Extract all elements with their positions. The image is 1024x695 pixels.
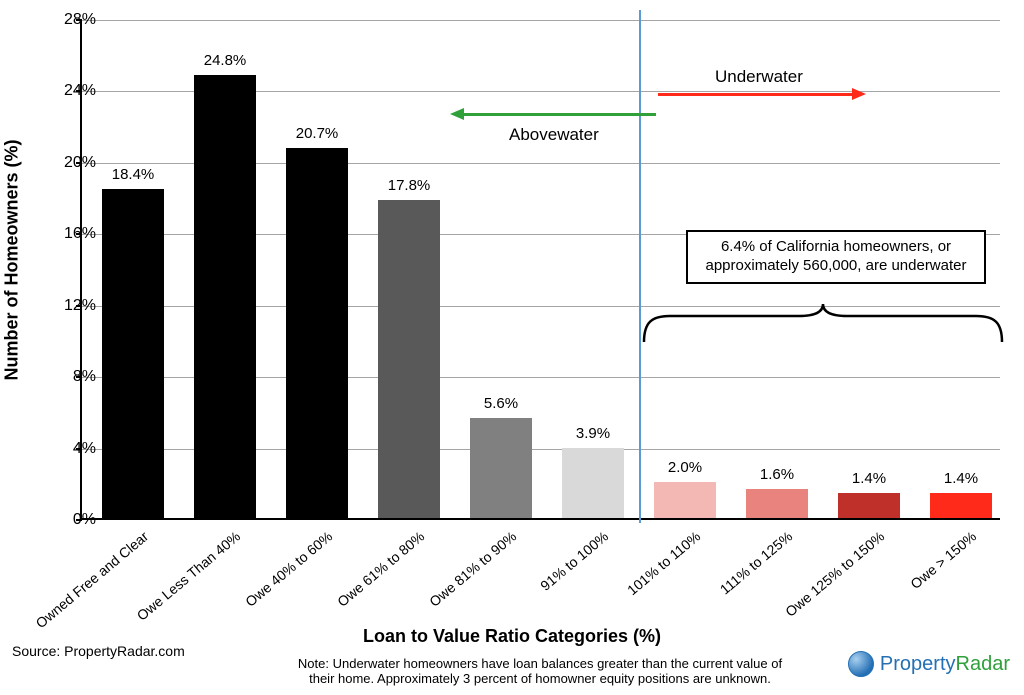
underwater-arrow-head (852, 88, 866, 100)
underwater-arrow (658, 93, 852, 96)
ytick-label: 0% (46, 511, 96, 529)
callout-brace (642, 302, 1004, 352)
ytick-label: 12% (46, 297, 96, 315)
abovewater-arrow (462, 113, 656, 116)
ytick-label: 16% (46, 225, 96, 243)
brand-logo: PropertyRadar (848, 651, 1010, 677)
bar (746, 489, 808, 518)
bar (562, 448, 624, 518)
ytick-label: 24% (46, 82, 96, 100)
bar-value-label: 20.7% (296, 125, 339, 142)
bar-value-label: 3.9% (576, 425, 610, 442)
bar (102, 189, 164, 518)
bar-value-label: 18.4% (112, 166, 155, 183)
footnote-text: Note: Underwater homeowners have loan ba… (290, 656, 790, 687)
globe-icon (848, 651, 874, 677)
bar (838, 493, 900, 518)
logo-text-1: Property (880, 653, 956, 675)
bar-value-label: 1.4% (944, 470, 978, 487)
plot-area: 18.4% 24.8% 20.7% 17.8% 5.6% 3.9% 2.0% 1.6% 1.4%… (80, 20, 1000, 520)
bar (930, 493, 992, 518)
bar-value-label: 1.4% (852, 470, 886, 487)
ytick-label: 8% (46, 368, 96, 386)
chart: 18.4% 24.8% 20.7% 17.8% 5.6% 3.9% 2.0% 1.6% 1.4%… (80, 20, 1000, 520)
abovewater-label: Abovewater (509, 125, 599, 145)
bar-value-label: 5.6% (484, 395, 518, 412)
bar-value-label: 24.8% (204, 52, 247, 69)
bar-value-label: 1.6% (760, 466, 794, 483)
y-axis-label: Number of Homeowners (%) (2, 139, 23, 380)
bar-value-label: 17.8% (388, 177, 431, 194)
ytick-label: 28% (46, 11, 96, 29)
bar (194, 75, 256, 518)
source-text: Source: PropertyRadar.com (12, 643, 185, 659)
logo-text-2: Radar (956, 653, 1010, 675)
underwater-label: Underwater (715, 67, 803, 87)
bar-value-label: 2.0% (668, 459, 702, 476)
divider-line (639, 10, 641, 523)
bar (378, 200, 440, 518)
bar (286, 148, 348, 518)
bar (470, 418, 532, 518)
abovewater-arrow-head (450, 108, 464, 120)
callout-box: 6.4% of California homeowners, or approx… (686, 230, 986, 284)
gridline (82, 20, 1000, 21)
ytick-label: 4% (46, 440, 96, 458)
bar (654, 482, 716, 518)
ytick-label: 20% (46, 154, 96, 172)
